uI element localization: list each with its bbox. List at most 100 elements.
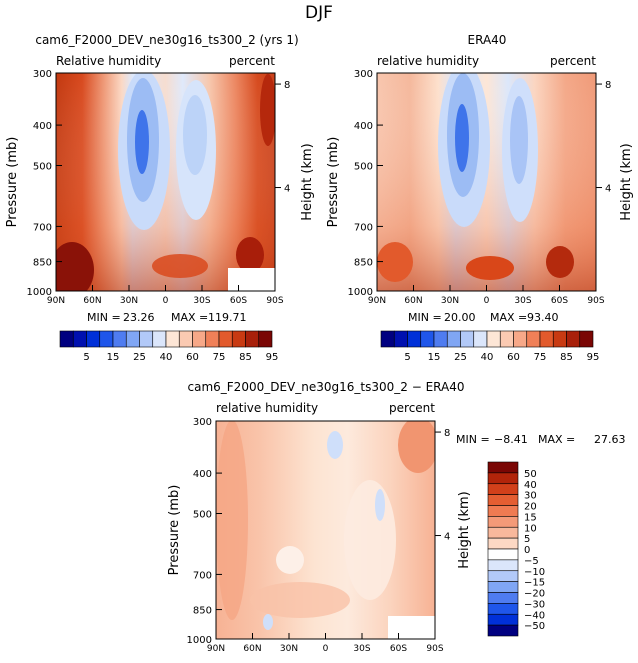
stat-max-label: MAX = bbox=[171, 311, 208, 324]
x-tick-label: 30N bbox=[280, 644, 298, 654]
colorbar-swatch bbox=[487, 592, 519, 604]
colorbar-swatch bbox=[487, 526, 519, 539]
colorbar-label: 85 bbox=[239, 352, 252, 363]
stat-min-label: MIN = bbox=[87, 311, 121, 324]
stat-min-value: 23.26 bbox=[123, 311, 155, 324]
stats-line: MIN = 23.26 MAX = 119.71 bbox=[87, 311, 247, 324]
colorbar-swatch bbox=[486, 330, 501, 348]
colorbar-label: 0 bbox=[524, 545, 530, 556]
y-tick-label: 1000 bbox=[348, 287, 373, 298]
y2-tick-label: 4 bbox=[444, 532, 450, 543]
y-tick-label: 1000 bbox=[27, 287, 52, 298]
colorbar-swatch bbox=[513, 330, 528, 348]
y-tick-label: 300 bbox=[193, 417, 212, 428]
x-ticks: 90N 60N 30N 0 30S 60S 90S bbox=[47, 285, 284, 306]
colorbar-swatch bbox=[152, 330, 167, 348]
panel-era40: ERA40 relative humidity percent Pressure… bbox=[326, 33, 634, 363]
colorbar-swatch bbox=[552, 330, 567, 348]
colorbar-swatch bbox=[72, 330, 87, 348]
panel-right-label: percent bbox=[229, 54, 275, 68]
stat-min-value: 20.00 bbox=[444, 311, 476, 324]
x-tick-label: 60S bbox=[551, 296, 568, 306]
x-tick-label: 60N bbox=[404, 296, 422, 306]
panel-left-label: relative humidity bbox=[216, 401, 318, 415]
colorbar-label: −50 bbox=[524, 621, 545, 632]
y2-tick-label: 8 bbox=[284, 80, 290, 91]
stat-min-label: MIN = bbox=[456, 433, 490, 446]
colorbar: 5 15 25 40 60 75 85 95 bbox=[59, 330, 279, 363]
y-tick-label: 300 bbox=[33, 69, 52, 80]
colorbar: 5 15 25 40 60 75 85 95 bbox=[380, 330, 600, 363]
colorbar-label: 75 bbox=[534, 352, 547, 363]
panel-difference: cam6_F2000_DEV_ne30g16_ts300_2 − ERA40 r… bbox=[167, 380, 626, 654]
y-tick-label: 400 bbox=[354, 121, 373, 132]
x-tick-label: 90S bbox=[266, 296, 283, 306]
colorbar-swatch bbox=[446, 330, 461, 348]
axis-label-height: Height (km) bbox=[300, 143, 315, 220]
colorbar-label: 95 bbox=[266, 352, 279, 363]
x-tick-label: 60N bbox=[83, 296, 101, 306]
colorbar-swatch bbox=[487, 548, 519, 561]
colorbar-swatch bbox=[139, 330, 154, 348]
axis-label-height: Height (km) bbox=[457, 491, 472, 568]
colorbar-label: 95 bbox=[587, 352, 600, 363]
y-tick-label: 400 bbox=[33, 121, 52, 132]
panel-title: cam6_F2000_DEV_ne30g16_ts300_2 (yrs 1) bbox=[35, 33, 298, 47]
colorbar-label: −20 bbox=[524, 589, 545, 600]
colorbar-label: 5 bbox=[524, 534, 530, 545]
y-ticks: 300 400 500 700 850 1000 bbox=[348, 69, 383, 298]
y-tick-label: 850 bbox=[193, 606, 212, 617]
y-ticks: 300 400 500 700 850 1000 bbox=[27, 69, 62, 298]
colorbar-swatch bbox=[487, 516, 519, 528]
x-tick-label: 30N bbox=[120, 296, 138, 306]
x-tick-label: 90S bbox=[587, 296, 604, 306]
contour-field bbox=[216, 421, 435, 639]
x-tick-label: 60S bbox=[390, 644, 407, 654]
colorbar-swatch bbox=[99, 330, 114, 348]
colorbar-label: 20 bbox=[524, 502, 537, 513]
colorbar-label: 15 bbox=[428, 352, 441, 363]
colorbar-swatch bbox=[407, 330, 422, 348]
y2-tick-label: 4 bbox=[605, 184, 611, 195]
colorbar-label: 40 bbox=[160, 352, 173, 363]
colorbar-label: 15 bbox=[524, 512, 537, 523]
panel-left-label: Relative humidity bbox=[56, 54, 161, 68]
colorbar-swatch bbox=[487, 603, 519, 615]
y-tick-label: 700 bbox=[193, 570, 212, 581]
colorbar-swatch bbox=[487, 613, 519, 626]
colorbar-swatch bbox=[539, 330, 554, 348]
colorbar-swatch bbox=[487, 505, 519, 517]
stat-max-value: 27.63 bbox=[594, 433, 626, 446]
colorbar-label: 5 bbox=[83, 352, 89, 363]
colorbar-label: 5 bbox=[404, 352, 410, 363]
panel-right-label: percent bbox=[389, 401, 435, 415]
colorbar-swatch bbox=[487, 472, 519, 485]
colorbar-swatch bbox=[205, 330, 220, 348]
y-tick-label: 850 bbox=[33, 258, 52, 269]
y-tick-label: 500 bbox=[193, 509, 212, 520]
colorbar-label: 60 bbox=[186, 352, 199, 363]
y2-ticks: 84 bbox=[275, 80, 290, 195]
y-tick-label: 700 bbox=[354, 222, 373, 233]
colorbar-swatch bbox=[473, 330, 488, 348]
axis-label-pressure: Pressure (mb) bbox=[326, 137, 341, 228]
stat-max-value: 119.71 bbox=[208, 311, 247, 324]
y-tick-label: 300 bbox=[354, 69, 373, 80]
colorbar-swatch bbox=[487, 581, 519, 593]
axis-label-pressure: Pressure (mb) bbox=[167, 485, 182, 576]
panel-left-label: relative humidity bbox=[377, 54, 479, 68]
y2-tick-label: 8 bbox=[605, 80, 611, 91]
colorbar-label: 75 bbox=[213, 352, 226, 363]
colorbar-swatch bbox=[380, 330, 395, 348]
x-ticks: 90N 60N 30N 0 30S 60S 90S bbox=[368, 285, 605, 306]
colorbar-swatch bbox=[487, 461, 519, 474]
y-tick-label: 400 bbox=[193, 469, 212, 480]
colorbar-swatch bbox=[487, 559, 519, 572]
y2-tick-label: 4 bbox=[284, 184, 290, 195]
x-tick-label: 90S bbox=[426, 644, 443, 654]
colorbar-swatch bbox=[460, 330, 475, 348]
colorbar-label: 30 bbox=[524, 491, 537, 502]
x-tick-label: 90N bbox=[47, 296, 65, 306]
panel-title: ERA40 bbox=[468, 33, 507, 47]
